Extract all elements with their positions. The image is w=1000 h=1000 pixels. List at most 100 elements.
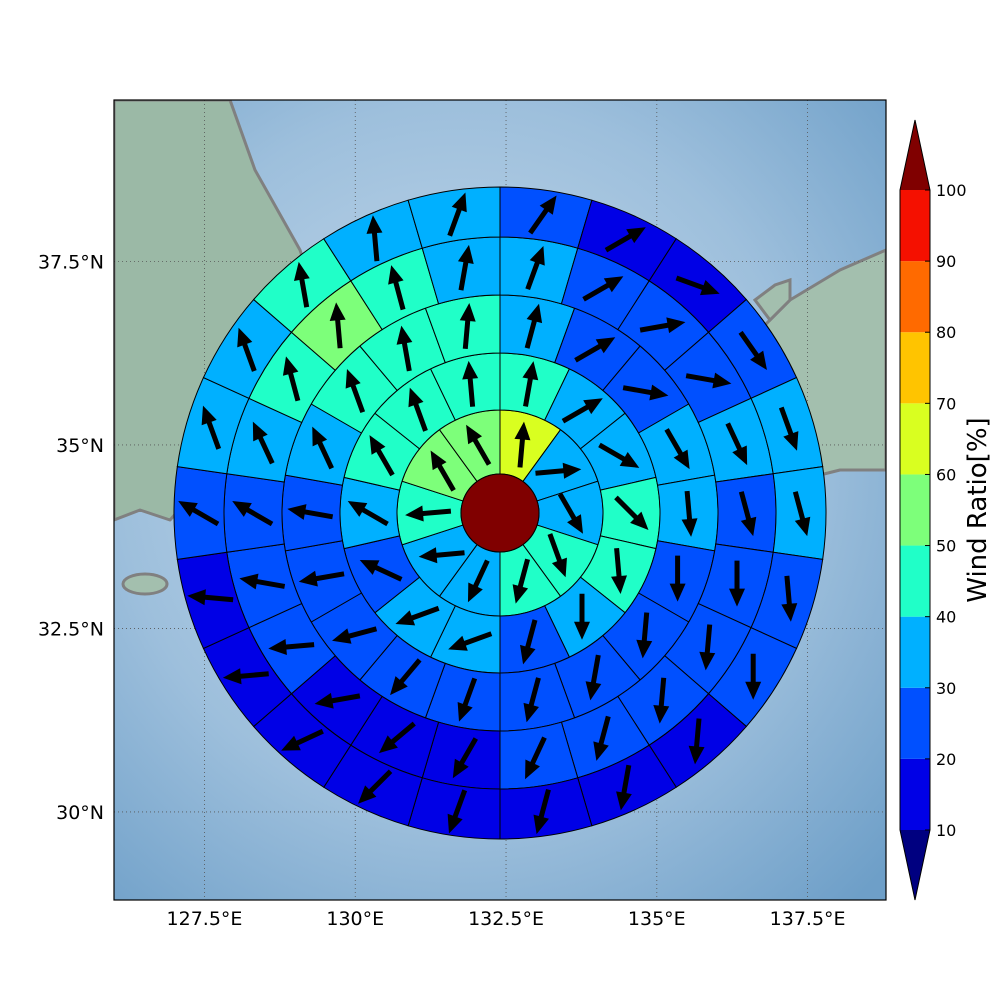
- arrow-shape: [533, 789, 551, 835]
- arrow-shape: [745, 653, 762, 700]
- wind-arrow: [778, 406, 799, 451]
- wind-arrow: [574, 337, 616, 363]
- wind-arrow: [593, 715, 611, 761]
- arrow-shape: [525, 736, 547, 780]
- wind-arrow: [512, 558, 531, 604]
- arrow-shape: [699, 624, 716, 671]
- arrow-shape: [388, 265, 406, 311]
- arrow-shape: [448, 631, 493, 651]
- arrow-shape: [547, 533, 567, 578]
- wind-arrow: [611, 547, 627, 595]
- colorbar: 10 20 30 40 50 60 70 80 90 100: [899, 119, 967, 901]
- arrow-shape: [725, 422, 748, 466]
- wind-arrow: [329, 302, 346, 349]
- wind-arrow: [347, 501, 389, 527]
- colorbar-tick-label: 70: [936, 394, 956, 413]
- noto-peninsula: [752, 277, 792, 323]
- wind-arrow: [524, 303, 543, 349]
- arrow-shape: [792, 491, 811, 537]
- arrow-shape: [447, 789, 468, 834]
- arrow-shape: [281, 728, 324, 751]
- wind-arrow: [636, 612, 653, 659]
- arrow-shape: [675, 275, 720, 296]
- wind-arrow: [604, 227, 646, 253]
- colorbar-bin: [900, 332, 930, 404]
- wind-arrow: [298, 570, 345, 587]
- arrow-shape: [457, 244, 474, 291]
- arrow-shape: [418, 547, 465, 564]
- arrow-shape: [457, 677, 478, 722]
- x-axis-ticks: 127.5°E 130°E 132.5°E 135°E 137.5°E: [167, 908, 846, 930]
- arrow-shape: [282, 356, 301, 402]
- wind-arrows: [178, 192, 811, 835]
- wind-arrow: [525, 245, 545, 291]
- colorbar-bin: [900, 758, 930, 830]
- wind-arrow: [314, 692, 361, 709]
- wind-arrow: [222, 668, 269, 685]
- arrow-shape: [685, 372, 732, 389]
- wind-arrow: [395, 605, 440, 626]
- wind-arrow: [738, 330, 767, 370]
- wind-arrow: [520, 619, 538, 665]
- wind-arrow: [366, 215, 383, 262]
- arrow-shape: [178, 501, 220, 527]
- wind-arrow: [685, 372, 732, 389]
- wind-arrow: [379, 721, 416, 754]
- y-tick-label: 37.5°N: [38, 251, 104, 273]
- y-tick-label: 32.5°N: [38, 618, 104, 640]
- wind-arrow: [699, 624, 716, 671]
- arrow-shape: [653, 677, 670, 724]
- wind-arrow: [664, 428, 690, 470]
- wind-arrow: [535, 462, 582, 479]
- arrow-shape: [447, 192, 467, 237]
- wind-arrow: [358, 769, 393, 804]
- wind-arrow: [405, 505, 452, 522]
- wind-arrow: [614, 495, 649, 530]
- wind-arrow: [688, 718, 705, 765]
- arrow-shape: [636, 612, 653, 659]
- wind-arrow: [187, 589, 234, 606]
- wind-arrow: [681, 490, 698, 537]
- jeju-island: [121, 572, 169, 596]
- arrow-shape: [187, 589, 234, 606]
- wind-arrow: [293, 261, 310, 308]
- wind-arrow: [745, 653, 762, 700]
- arrow-shape: [466, 424, 492, 466]
- arrow-shape: [462, 360, 479, 407]
- arrow-shape: [366, 215, 383, 262]
- wind-arrow: [239, 573, 286, 590]
- arrow-shape: [390, 658, 422, 696]
- wind-arrow: [447, 789, 468, 834]
- wind-arrow: [528, 195, 557, 235]
- arrow-shape: [239, 573, 286, 590]
- colorbar-tick-label: 20: [936, 750, 956, 769]
- colorbar-bin: [900, 545, 930, 617]
- colorbar-bin: [900, 403, 930, 475]
- arrow-shape: [604, 227, 646, 253]
- arrow-shape: [287, 504, 334, 520]
- x-tick-label: 130°E: [326, 908, 384, 930]
- arrow-shape: [201, 405, 222, 450]
- colorbar-bin: [900, 616, 930, 688]
- colorbar-label: Wind Ratio[%]: [963, 417, 993, 602]
- wind-arrow: [622, 384, 669, 401]
- wind-arrow: [781, 575, 798, 622]
- arrow-shape: [616, 764, 632, 811]
- colorbar-tick-label: 80: [936, 323, 956, 342]
- wind-arrow: [287, 504, 334, 520]
- y-axis-ticks: 37.5°N 35°N 32.5°N 30°N: [38, 251, 104, 823]
- arrow-shape: [345, 368, 366, 414]
- wind-arrow: [408, 387, 428, 432]
- arrow-shape: [778, 406, 799, 451]
- wind-arrow: [467, 559, 490, 603]
- arrow-shape: [514, 421, 531, 468]
- arrow-shape: [523, 677, 541, 723]
- arrow-shape: [598, 442, 640, 468]
- wind-arrow: [268, 639, 315, 655]
- colorbar-bin: [900, 261, 930, 333]
- colorbar-tick-label: 50: [936, 537, 956, 556]
- arrow-shape: [520, 619, 538, 665]
- wind-arrow: [462, 360, 479, 407]
- colorbar-tick-label: 100: [936, 181, 967, 200]
